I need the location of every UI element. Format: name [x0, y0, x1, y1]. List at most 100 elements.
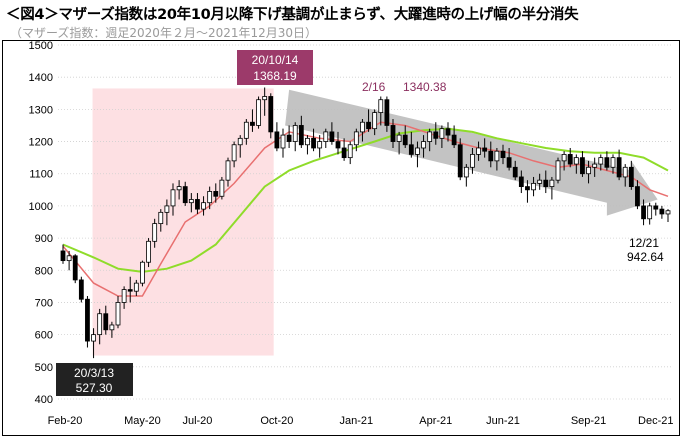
- peak-annotation-box: [237, 50, 313, 85]
- candle: [561, 151, 567, 171]
- candle: [103, 305, 109, 335]
- candle: [641, 199, 646, 226]
- candle: [152, 218, 158, 248]
- candle-body: [280, 134, 286, 149]
- candle-body: [341, 147, 347, 159]
- candle: [250, 109, 255, 132]
- candle: [573, 154, 579, 174]
- y-tick-label: 600: [35, 330, 53, 342]
- candle-body: [219, 179, 225, 197]
- candle-body: [445, 128, 451, 136]
- candle: [256, 96, 261, 129]
- candle-body: [317, 141, 323, 149]
- candle-body: [176, 186, 182, 191]
- candle-body: [525, 186, 530, 191]
- y-tick-label: 800: [35, 265, 53, 277]
- candle-body: [152, 223, 158, 242]
- candle-body: [604, 157, 610, 168]
- candle-body: [653, 205, 659, 210]
- candle-body: [170, 189, 176, 207]
- candle-body: [262, 96, 268, 101]
- candle-body: [500, 150, 506, 159]
- x-tick-label: May-20: [124, 415, 161, 427]
- candle-body: [195, 199, 200, 210]
- candle: [201, 196, 206, 216]
- latest-annotation-date: 12/21: [629, 236, 659, 250]
- y-tick-label: 400: [35, 394, 53, 406]
- candle-body: [140, 261, 145, 284]
- candle: [531, 176, 536, 197]
- candle: [231, 141, 237, 168]
- candle-body: [561, 154, 567, 162]
- candle: [237, 135, 243, 158]
- candle: [341, 138, 347, 161]
- candle-body: [97, 313, 103, 336]
- candle-body: [641, 205, 646, 220]
- candle: [219, 176, 225, 200]
- y-tick-label: 1300: [29, 104, 53, 116]
- candle: [457, 138, 463, 181]
- candle-body: [286, 134, 292, 142]
- candle: [500, 144, 506, 165]
- candle: [298, 115, 304, 148]
- candle-body: [408, 144, 414, 155]
- rally-zone-shade: [92, 88, 274, 356]
- candle-body: [488, 150, 494, 162]
- candle-body: [555, 160, 561, 181]
- candle: [329, 122, 335, 145]
- candle: [347, 141, 353, 165]
- candle-body: [329, 131, 335, 142]
- y-tick-label: 1200: [29, 137, 53, 149]
- candle-body: [610, 157, 616, 168]
- candle-body: [378, 99, 384, 113]
- candle: [188, 193, 194, 213]
- second-peak-annotation-date: 2/16: [362, 80, 386, 94]
- candle: [182, 181, 188, 206]
- candle-body: [347, 144, 353, 159]
- candle-body: [78, 279, 84, 300]
- candle: [305, 135, 310, 155]
- y-tick-label: 1500: [29, 40, 53, 52]
- candle: [647, 202, 653, 225]
- candle: [280, 128, 286, 158]
- chart-frame: [2, 40, 680, 436]
- second-peak-annotation-value: 1340.38: [403, 80, 447, 94]
- candle: [433, 122, 439, 145]
- candle-body: [537, 179, 543, 184]
- candle-body: [366, 121, 371, 130]
- candle-body: [60, 250, 66, 262]
- candle-body: [146, 240, 151, 263]
- candle: [243, 119, 249, 145]
- candle: [476, 141, 481, 161]
- candle-body: [305, 137, 310, 146]
- candle: [525, 180, 530, 203]
- candle-body: [127, 289, 133, 292]
- candle: [133, 279, 139, 297]
- candle-body: [470, 154, 475, 168]
- candle-body: [463, 166, 469, 178]
- candle: [225, 157, 231, 187]
- candle: [586, 160, 591, 184]
- candle-body: [182, 186, 188, 204]
- candle-body: [402, 134, 408, 146]
- candle-body: [133, 282, 139, 292]
- candle: [628, 160, 634, 190]
- candle: [616, 149, 622, 181]
- candle-body: [243, 121, 249, 139]
- candle: [463, 164, 469, 187]
- candle: [78, 276, 84, 303]
- candle: [268, 93, 274, 139]
- candle-body: [415, 147, 420, 155]
- candle-body: [372, 112, 378, 130]
- candle-body: [506, 157, 512, 168]
- candle-body: [164, 205, 170, 213]
- candle: [207, 186, 213, 210]
- candle-body: [433, 131, 439, 139]
- x-tick-label: Apr-21: [419, 415, 452, 427]
- candle: [127, 276, 133, 303]
- candle-body: [531, 182, 536, 191]
- candle-body: [439, 128, 445, 139]
- candle: [311, 128, 316, 152]
- candle: [610, 154, 616, 174]
- peak-annotation-date: 20/10/14: [252, 53, 299, 67]
